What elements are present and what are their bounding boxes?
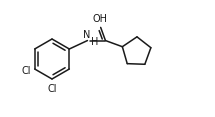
Text: H: H <box>91 37 98 47</box>
Text: Cl: Cl <box>47 84 57 94</box>
Text: OH: OH <box>92 14 107 24</box>
Text: Cl: Cl <box>22 66 31 75</box>
Text: N: N <box>83 30 90 40</box>
